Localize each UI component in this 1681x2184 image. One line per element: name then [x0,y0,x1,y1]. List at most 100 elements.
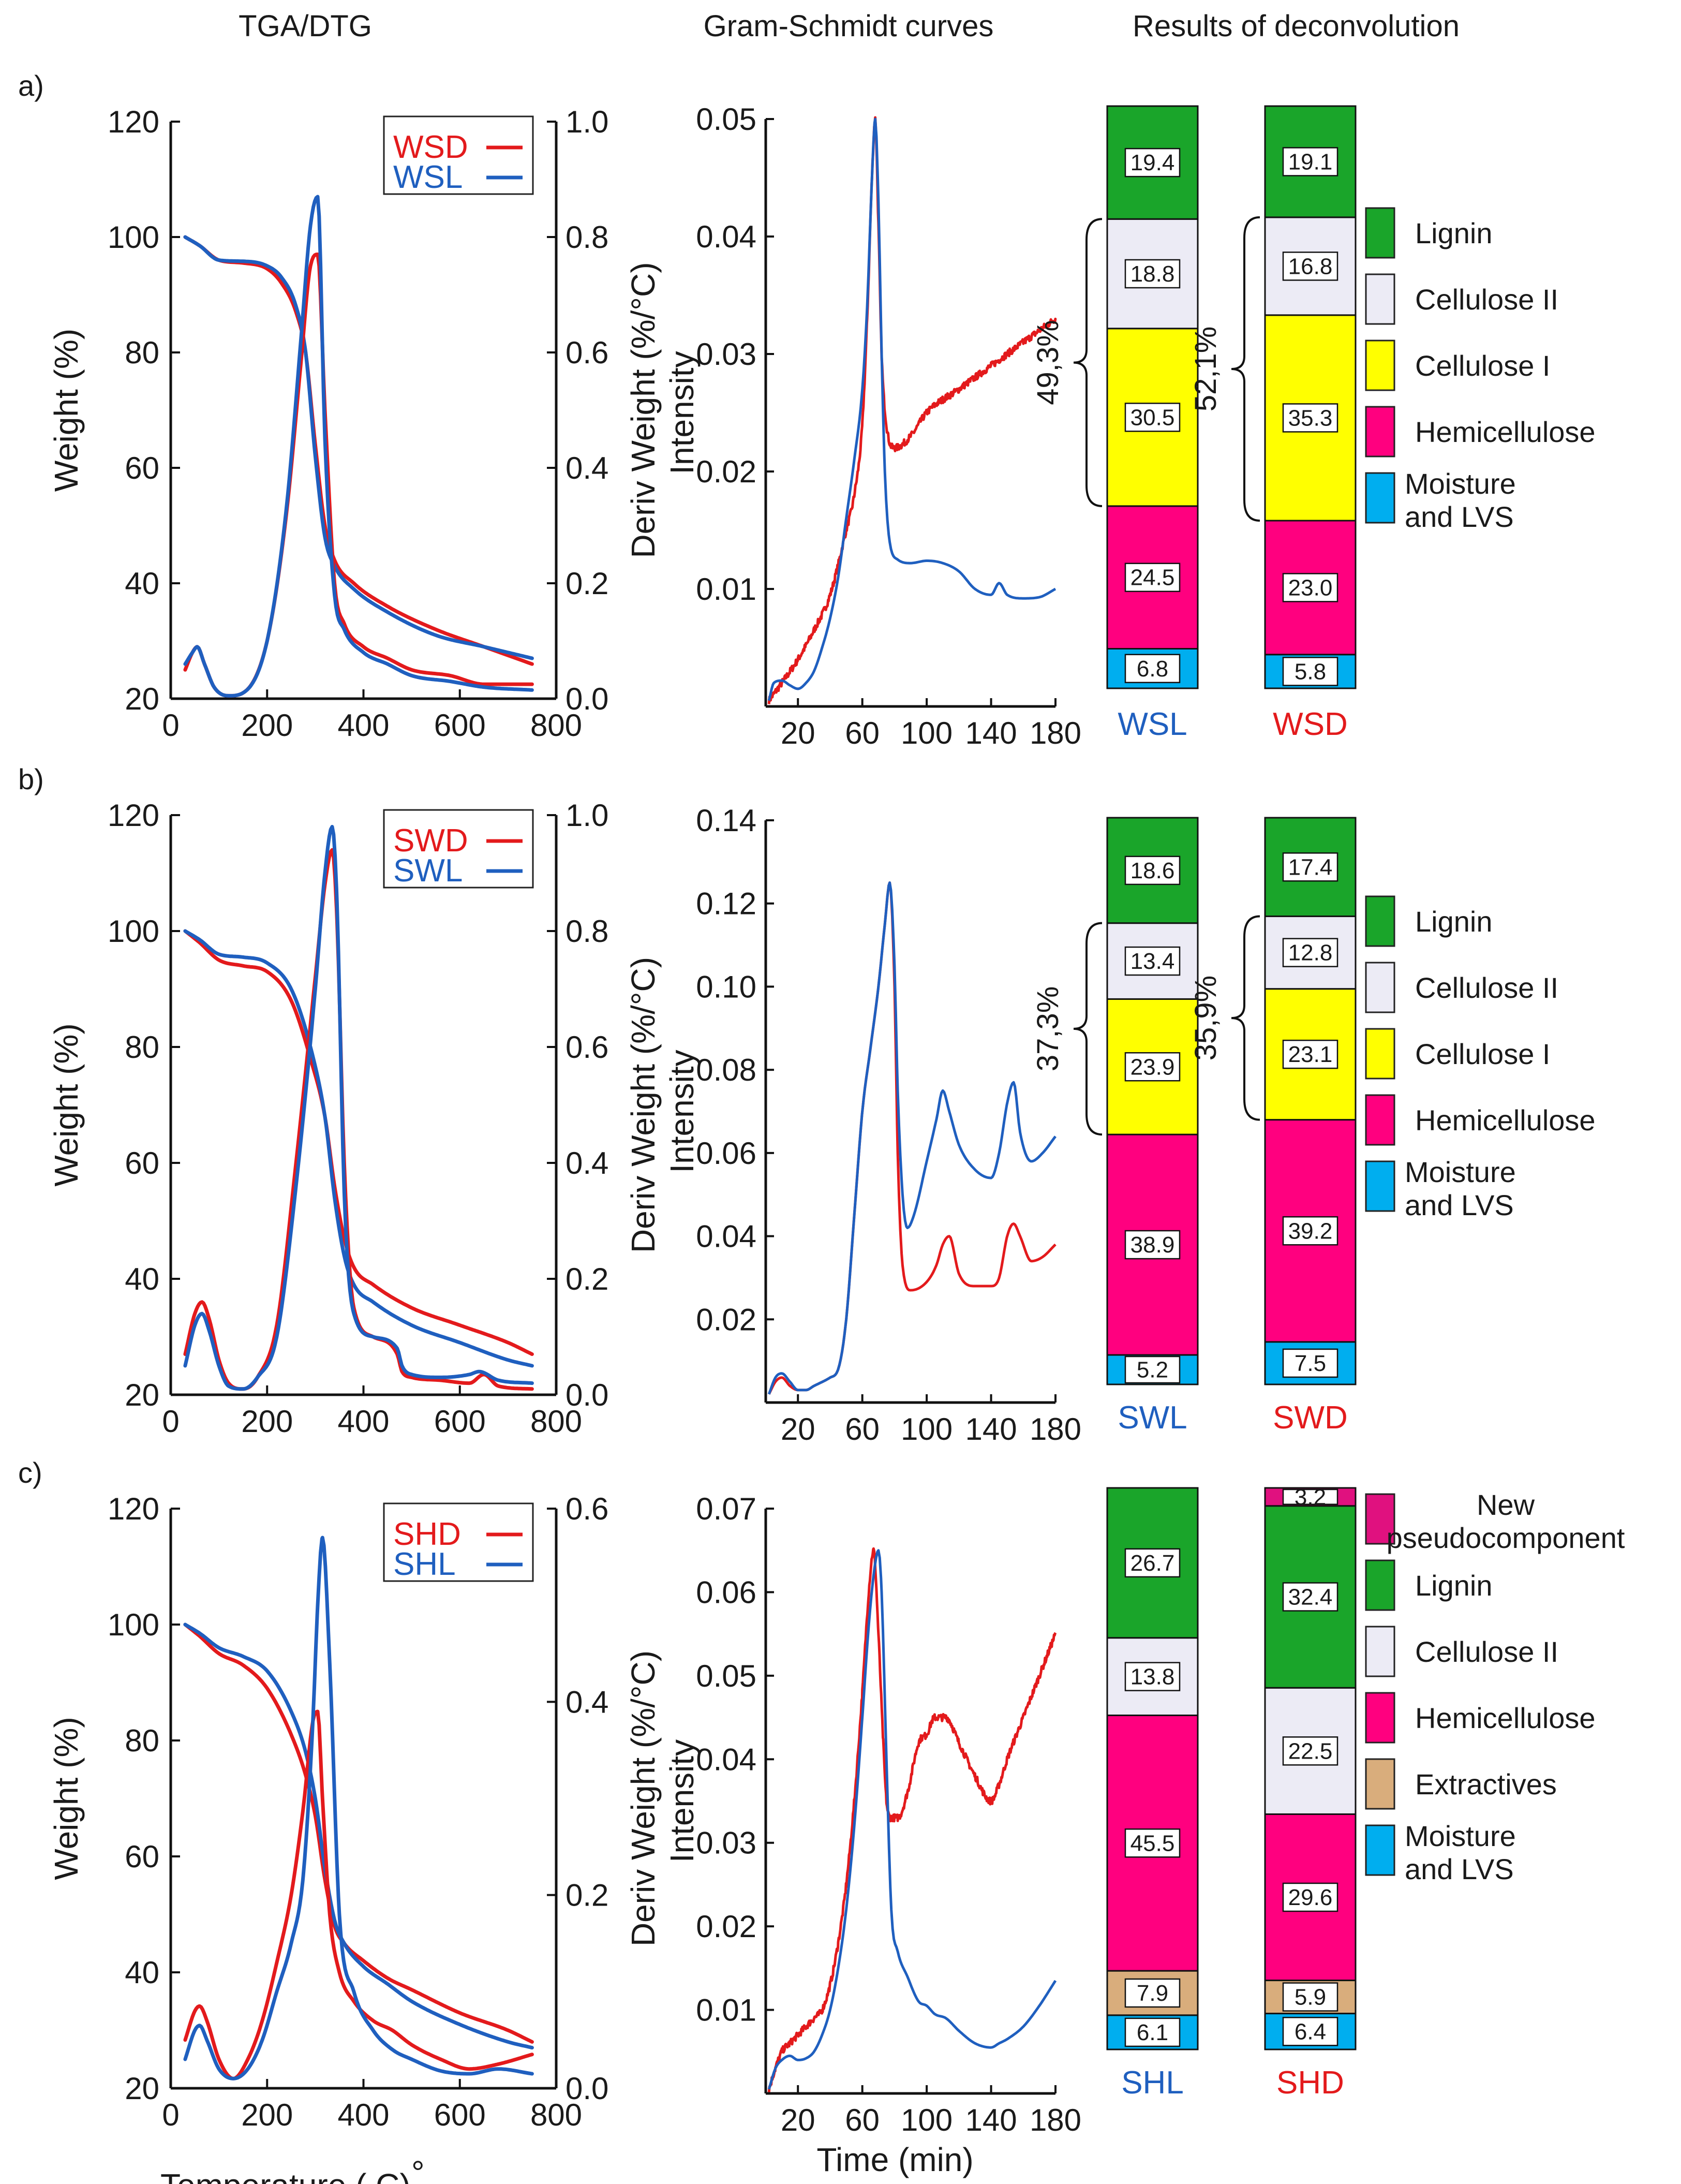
y-tick-label: 0.01 [696,572,756,607]
y-tick-label: 0.04 [696,219,756,254]
y2-axis-title: Deriv Weight (%/°C) [624,1650,662,1946]
x-tick-label: 200 [241,708,293,743]
y-tick-label: 100 [108,1607,159,1642]
column-title-gram-schmidt: Gram-Schmidt curves [704,9,994,43]
brace-label: 35,9% [1189,976,1223,1060]
y-tick-label: 80 [125,1030,159,1065]
legend-label: SHL [393,1546,456,1582]
series-line [767,881,1057,1395]
y-axis-title: Weight (%) [48,329,85,492]
segment-label-box [1282,1348,1338,1378]
y-tick-label: 120 [108,1492,159,1526]
x-tick-label: 180 [1030,1412,1081,1447]
y-tick-label: 20 [125,2071,159,2106]
series-line [183,929,534,1356]
x-tick-label: 800 [530,1404,582,1439]
y2-tick-label: 0.6 [566,335,608,370]
segment-label-box [1124,403,1181,432]
segment-label: 24.5 [1130,565,1175,591]
legend-swatch-cellulose_ii [1365,273,1395,325]
x-tick-label: 400 [337,708,389,743]
stacked-bar-shl: 6.1 7.9 45.5 13.8 26.7 [1106,1487,1199,2050]
panel-letter: b) [18,763,44,795]
segment-label-box [1282,403,1338,433]
x-tick-label: 60 [845,2103,880,2137]
segment-label: 7.9 [1137,1981,1168,2006]
y-tick-label: 0.04 [696,1742,756,1777]
series-line [767,117,1057,701]
legend-label: SWD [393,823,468,859]
legend-label: Moisture [1405,1156,1516,1188]
y2-tick-label: 0.0 [566,2071,608,2106]
y-axis-title: Intensity [663,351,701,474]
segment-label: 6.4 [1295,2019,1326,2044]
legend-swatch-moisture [1365,472,1395,524]
legend-label: Cellulose I [1415,349,1550,382]
segment-label-box [1124,1548,1181,1578]
brace-label: 37,3% [1031,986,1065,1071]
x-tick-label: 0 [162,1404,179,1439]
y-tick-label: 40 [125,566,159,601]
x-axis-title-degree: ° [411,2154,425,2184]
series-line [183,235,534,660]
y-tick-label: 0.02 [696,1302,756,1337]
legend-label: Hemicellulose [1415,1702,1596,1734]
panel-letter: c) [18,1456,42,1489]
segment-label-box [1124,1828,1181,1858]
segment-label: 39.2 [1288,1218,1333,1244]
segment-label-box [1124,259,1181,289]
x-tick-label: 600 [434,708,486,743]
segment-label-box [1282,1216,1338,1246]
segment-label: 23.1 [1288,1042,1333,1067]
gram-schmidt-panel-3: 20 60 100 140 180 0.01 0.02 0.03 0.04 0.05 0.06 0.0… [663,1492,1081,2178]
x-axis-title: Temperature ( C) [160,2167,411,2184]
segment-label-box [1124,855,1181,886]
segment-label-box [1124,1662,1181,1691]
legend-swatch-cellulose_i [1365,340,1395,391]
legend-label: Cellulose I [1415,1038,1550,1070]
series-line [183,1709,534,2080]
segment-label-box [1124,946,1181,976]
legend-label: WSL [393,159,463,195]
segment-label-box [1282,852,1338,882]
segment-label: 5.2 [1137,1357,1168,1383]
bar-name: SHL [1121,2065,1184,2101]
segment-label: 22.5 [1288,1738,1333,1764]
column-title-deconvolution: Results of deconvolution [1133,9,1460,43]
x-tick-label: 20 [781,716,815,750]
legend-swatch-lignin [1365,895,1395,947]
gram-schmidt-panel-1: 20 60 100 140 180 0.01 0.02 0.03 0.04 0.05 Intensi… [663,102,1081,750]
segment-label-box [1282,1982,1338,2012]
legend-swatch-lignin [1365,1559,1395,1611]
legend-swatch-lignin [1365,207,1395,259]
y2-tick-label: 0.4 [566,1146,608,1180]
legend-label: SWL [393,853,463,889]
y-tick-label: 0.04 [696,1219,756,1254]
segment-label-box [1124,654,1181,683]
legend-swatch-new_pseudo [1365,1493,1395,1545]
y-tick-label: 0.03 [696,337,756,372]
legend-swatch-moisture [1365,1160,1395,1212]
legend-label-line2: and LVS [1405,1189,1514,1221]
segment-label: 23.9 [1130,1054,1175,1080]
y-tick-label: 20 [125,1378,159,1412]
segment-label-box [1282,1488,1338,1505]
y-tick-label: 0.01 [696,1993,756,2028]
x-tick-label: 20 [781,1412,815,1447]
x-tick-label: 400 [337,1404,389,1439]
segment-label-box [1282,1736,1338,1766]
legend-label-line2: pseudocomponent [1387,1522,1625,1554]
segment-label: 18.6 [1130,858,1175,883]
y-tick-label: 0.12 [696,887,756,921]
legend-swatch-cellulose_ii [1365,962,1395,1013]
bar-segment-lignin [1264,817,1357,918]
legend-label: Moisture [1405,1820,1516,1852]
y-tick-label: 0.06 [696,1575,756,1610]
y-tick-label: 120 [108,798,159,833]
segment-label-box [1282,1039,1338,1069]
brace [1073,922,1103,1136]
bar-name: SHD [1276,2065,1344,2101]
